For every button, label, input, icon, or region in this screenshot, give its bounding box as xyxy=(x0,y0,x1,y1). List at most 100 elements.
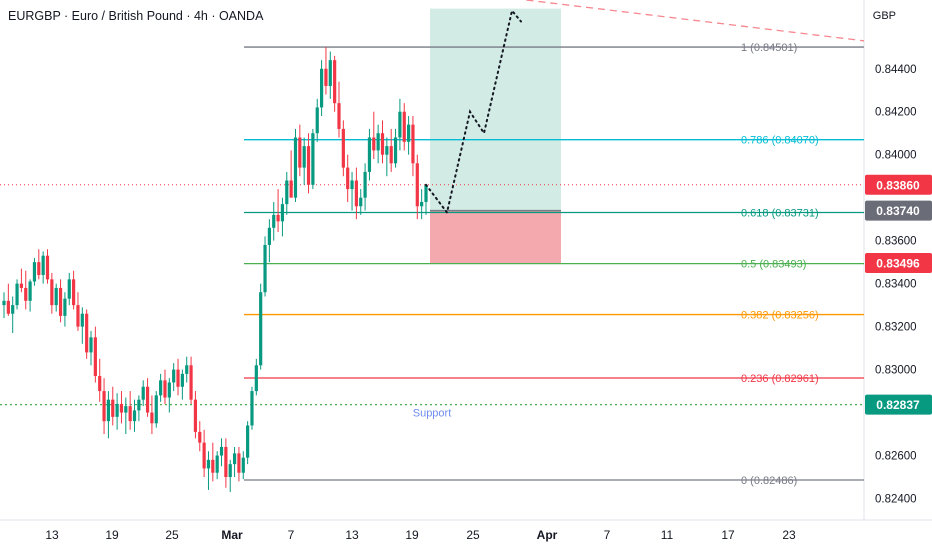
y-tick-label: 0.84000 xyxy=(875,150,917,162)
candle-body xyxy=(198,431,202,443)
candle-body xyxy=(93,337,97,377)
x-tick-label: Apr xyxy=(537,528,558,542)
x-tick-label: Mar xyxy=(221,528,243,542)
candle-body xyxy=(185,365,189,374)
x-tick-label: 13 xyxy=(45,528,59,542)
candle-body xyxy=(254,365,258,392)
candle-body xyxy=(111,399,115,417)
candle-body xyxy=(280,204,285,222)
candle-body xyxy=(354,180,358,207)
loss-zone[interactable] xyxy=(430,210,561,264)
x-tick-label: 25 xyxy=(466,528,480,542)
candle-body xyxy=(167,382,171,398)
candle-body xyxy=(132,410,137,422)
candle-body xyxy=(420,201,424,207)
candle-body xyxy=(172,369,176,383)
candle-body xyxy=(193,399,198,432)
candle-body xyxy=(337,103,341,129)
x-tick-label: 17 xyxy=(721,528,735,542)
candle-body xyxy=(272,214,276,228)
profit-zone[interactable] xyxy=(430,8,561,211)
candle-body xyxy=(72,279,76,306)
y-tick-label: 0.83400 xyxy=(875,279,917,291)
candle-body xyxy=(241,457,245,473)
fib-label-0-786: 0.786 (0.84070) xyxy=(741,135,819,147)
candle-body xyxy=(76,305,80,327)
candle-body xyxy=(333,60,337,104)
fib-label-0-5: 0.5 (0.83493) xyxy=(741,259,806,271)
candle-body xyxy=(2,300,6,306)
candle-body xyxy=(141,386,145,400)
candle-body xyxy=(302,146,306,168)
candle-body xyxy=(219,446,224,456)
price-tag[interactable] xyxy=(865,174,932,195)
x-tick-label: 19 xyxy=(405,528,419,542)
candle-body xyxy=(276,214,280,222)
candle-body xyxy=(267,227,271,245)
candle-body xyxy=(6,300,10,314)
candle-body xyxy=(28,281,32,301)
candle-body xyxy=(319,68,324,108)
candle-body xyxy=(328,60,332,86)
candle-body xyxy=(150,412,154,424)
projection-path[interactable] xyxy=(425,8,522,215)
y-tick-label: 0.84400 xyxy=(875,64,917,76)
candle-body xyxy=(19,283,24,288)
candle-body xyxy=(137,399,141,411)
candle-body xyxy=(363,171,367,198)
price-tag-label: 0.83496 xyxy=(876,257,920,271)
candle-body xyxy=(289,180,293,198)
x-tick-label: 13 xyxy=(345,528,359,542)
fib-label-1: 1 (0.84501) xyxy=(741,42,797,54)
support-label: Support xyxy=(413,408,452,420)
candle-body xyxy=(324,68,328,86)
symbol-line: EURGBP · Euro / British Pound · 4h · OAN… xyxy=(8,9,264,23)
fib-label-0-618: 0.618 (0.83731) xyxy=(741,208,819,220)
price-tag-label: 0.83740 xyxy=(876,204,920,218)
currency-label[interactable]: GBP xyxy=(872,10,896,22)
y-tick-label: 0.82600 xyxy=(875,451,917,463)
candle-body xyxy=(163,380,167,398)
candle-body xyxy=(359,197,363,207)
candle-body xyxy=(367,137,372,172)
x-tick-label: 7 xyxy=(604,528,611,542)
candle-body xyxy=(89,337,93,353)
y-tick-label: 0.84200 xyxy=(875,107,917,119)
candle-body xyxy=(67,279,71,299)
candle-body xyxy=(232,453,237,465)
candle-body xyxy=(376,133,380,151)
candle-body xyxy=(215,455,219,473)
candle-body xyxy=(211,459,215,473)
price-tag[interactable] xyxy=(865,253,932,274)
x-tick-label: 19 xyxy=(105,528,119,542)
candle-body xyxy=(98,376,102,392)
candle-body xyxy=(15,283,19,306)
candle-body xyxy=(315,107,319,134)
candle-body xyxy=(102,391,106,422)
price-tag[interactable] xyxy=(865,200,932,221)
candle-body xyxy=(54,287,58,306)
candle-body xyxy=(285,180,289,205)
price-tag[interactable] xyxy=(865,394,932,415)
candle-body xyxy=(393,137,398,164)
candle-body xyxy=(159,380,163,396)
fib-label-0-382: 0.382 (0.83256) xyxy=(741,310,819,322)
candle-body xyxy=(346,167,350,190)
candle-body xyxy=(237,453,241,473)
candle-body xyxy=(189,365,193,400)
candle-body xyxy=(32,262,37,282)
candle-body xyxy=(11,305,15,314)
candle-body xyxy=(154,395,158,424)
candle-body xyxy=(406,124,411,142)
trend-line[interactable] xyxy=(455,0,865,42)
candle-body xyxy=(206,459,211,469)
candle-body xyxy=(63,298,67,316)
candle-body xyxy=(80,313,84,327)
candle-body xyxy=(402,111,406,142)
x-tick-label: 11 xyxy=(661,528,674,542)
candle-body xyxy=(50,279,54,306)
candle-body xyxy=(202,442,206,469)
y-tick-label: 0.83200 xyxy=(875,322,917,334)
candle-body xyxy=(298,137,302,168)
